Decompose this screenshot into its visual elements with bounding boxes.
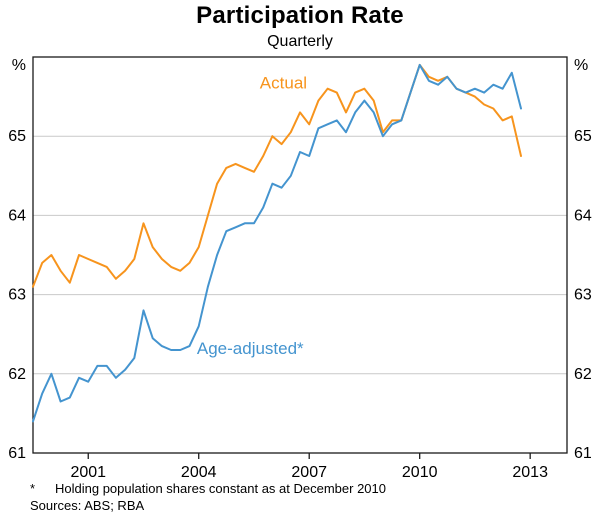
footnote-note: Holding population shares constant as at… <box>55 481 386 496</box>
y-tick-label-right: 64 <box>574 207 592 224</box>
footnote-line: * Holding population shares constant as a… <box>30 481 386 497</box>
plot-frame <box>32 56 568 454</box>
x-tick-label: 2007 <box>291 464 327 481</box>
y-tick-label-left: 63 <box>8 287 26 304</box>
y-tick-label-left: 65 <box>8 128 26 145</box>
footnote-asterisk: * <box>30 481 36 496</box>
y-tick-label-left: 61 <box>8 445 26 462</box>
y-tick-label-right: 62 <box>574 366 592 383</box>
y-tick-label-left: 62 <box>8 366 26 383</box>
x-tick-label: 2010 <box>402 464 438 481</box>
chart-subtitle: Quarterly <box>267 33 333 50</box>
series-label-age-adjusted: Age-adjusted* <box>197 339 304 358</box>
y-tick-label-left: 64 <box>8 207 26 224</box>
footnote-sources: Sources: ABS; RBA <box>30 498 145 513</box>
x-tick-label: 2013 <box>512 464 548 481</box>
page-title: Participation Rate <box>196 2 404 29</box>
y-tick-label-right: 63 <box>574 287 592 304</box>
x-tick-label: 2001 <box>70 464 106 481</box>
y-tick-label-right: 65 <box>574 128 592 145</box>
y-axis-unit-right: % <box>574 57 588 74</box>
y-tick-label-right: 61 <box>574 445 592 462</box>
series-label-actual: Actual <box>260 74 307 93</box>
x-tick-label: 2004 <box>181 464 217 481</box>
y-axis-unit-left: % <box>12 57 26 74</box>
series-line-actual <box>32 63 522 288</box>
series-line-age-adjusted <box>32 63 522 423</box>
